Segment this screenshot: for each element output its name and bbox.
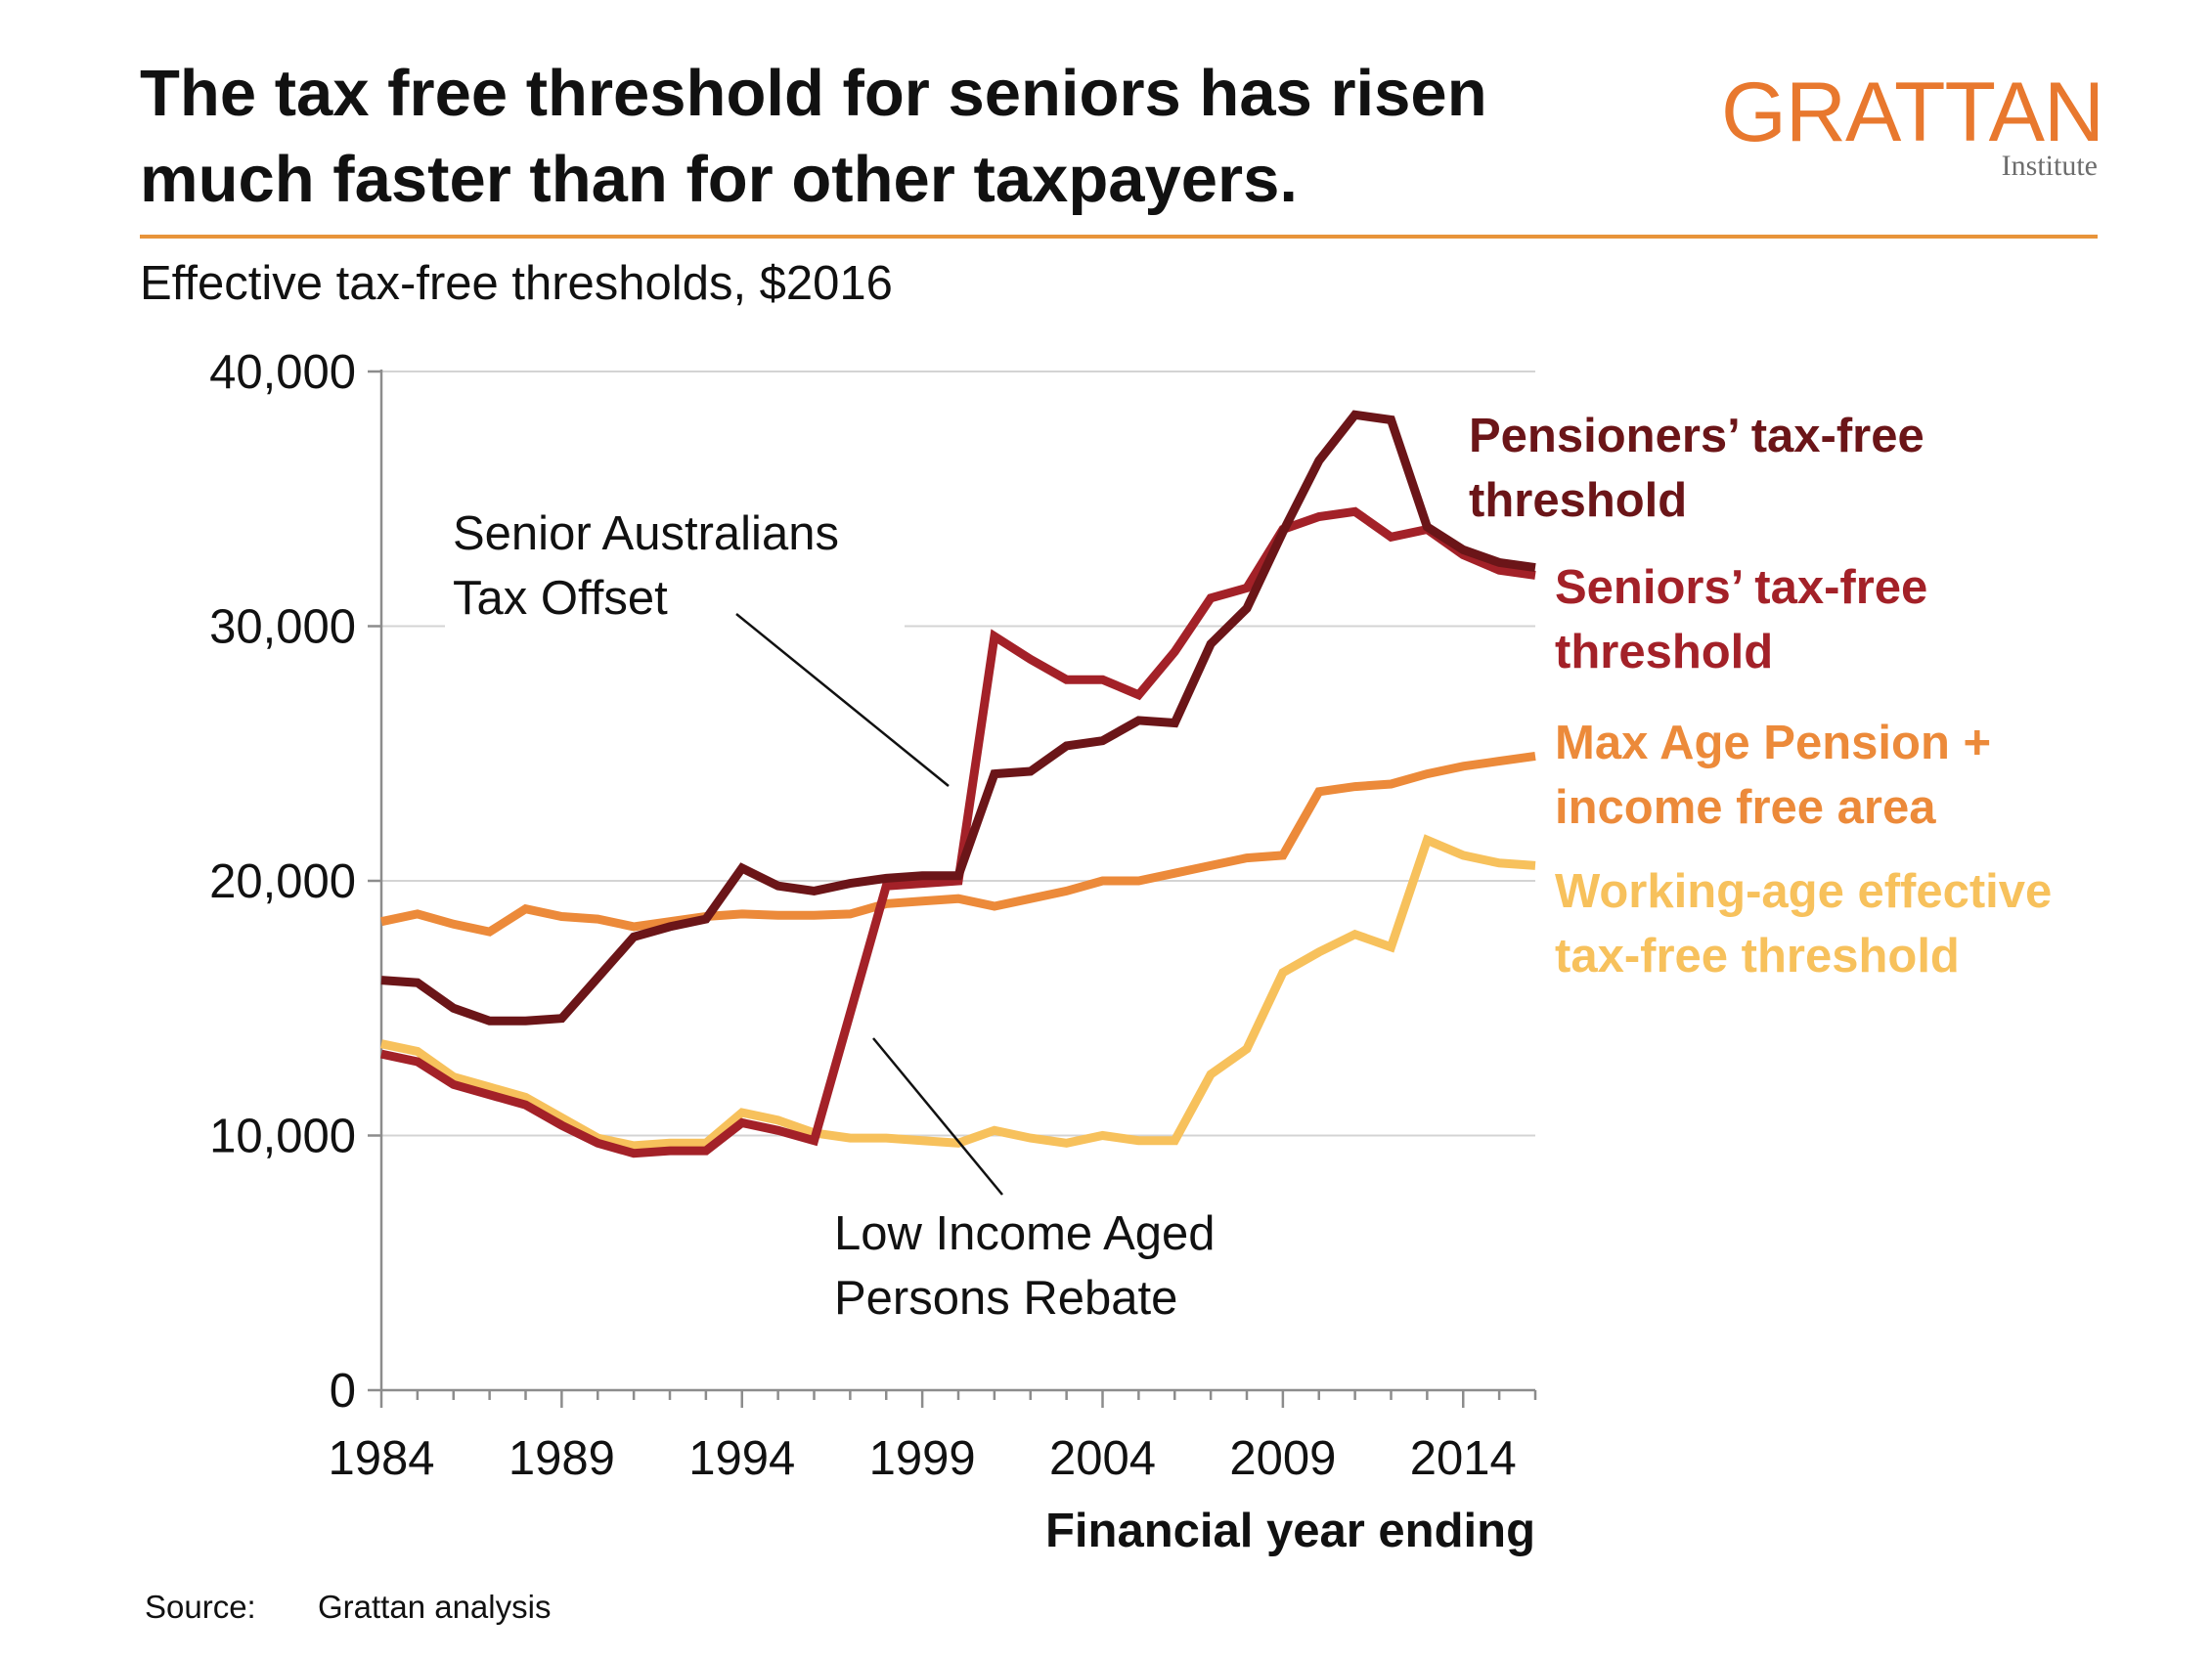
x-tick-label-1: 1989 <box>509 1432 615 1485</box>
x-tick-label-6: 2014 <box>1410 1432 1517 1485</box>
annotation-bg-lipr <box>826 1201 1286 1337</box>
annotation-sato-1: Tax Offset <box>453 572 668 625</box>
x-tick-label-5: 2009 <box>1229 1432 1336 1485</box>
annotation-lipr-1: Persons Rebate <box>834 1272 1177 1325</box>
y-tick-label-4: 40,000 <box>209 346 356 399</box>
x-tick-label-2: 1994 <box>688 1432 795 1485</box>
annotation-pointer-lipr <box>872 1037 1003 1196</box>
x-tick-label-4: 2004 <box>1049 1432 1156 1485</box>
series-line-age_pension <box>380 751 1536 937</box>
series-label-pensioners-0: Pensioners’ tax-free <box>1469 410 1924 462</box>
source-label: Source: <box>145 1589 256 1625</box>
title-line-2: much faster than for other taxpayers. <box>140 143 1298 216</box>
source-text: Grattan analysis <box>318 1589 552 1625</box>
series-label-working_age-1: tax-free threshold <box>1555 930 1960 983</box>
y-tick-label-0: 0 <box>330 1365 356 1418</box>
y-tick-label-1: 10,000 <box>209 1111 356 1163</box>
x-axis-title: Financial year ending <box>1045 1505 1535 1557</box>
x-tick-label-3: 1999 <box>869 1432 976 1485</box>
series-label-working_age-0: Working-age effective <box>1555 865 2052 918</box>
series-line-seniors <box>380 506 1536 1158</box>
logo-wordmark: GRATTAN <box>1721 66 2104 159</box>
title-divider <box>140 235 2098 239</box>
series-line-pensioners <box>380 410 1536 1026</box>
title-line-1: The tax free threshold for seniors has r… <box>140 57 1487 130</box>
chart-subtitle: Effective tax-free thresholds, $2016 <box>140 257 893 310</box>
y-tick-label-2: 20,000 <box>209 855 356 908</box>
series-label-pensioners-1: threshold <box>1469 474 1687 527</box>
annotation-lipr-0: Low Income Aged <box>834 1207 1216 1260</box>
series-line-working_age <box>380 834 1536 1151</box>
annotation-sato-0: Senior Australians <box>453 507 839 560</box>
logo-subtext: Institute <box>2001 150 2098 182</box>
series-label-age_pension-1: income free area <box>1555 781 1936 834</box>
grattan-logo: GRATTAN Institute <box>1721 66 2104 182</box>
page-title: The tax free threshold for seniors has r… <box>140 51 1704 223</box>
series-label-age_pension-0: Max Age Pension + <box>1555 717 1991 769</box>
annotation-bg-sato <box>445 501 905 637</box>
annotation-pointer-sato <box>735 613 950 787</box>
series-label-seniors-1: threshold <box>1555 626 1773 678</box>
y-tick-label-3: 30,000 <box>209 601 356 654</box>
x-tick-label-0: 1984 <box>328 1432 434 1485</box>
series-label-seniors-0: Seniors’ tax-free <box>1555 561 1927 614</box>
